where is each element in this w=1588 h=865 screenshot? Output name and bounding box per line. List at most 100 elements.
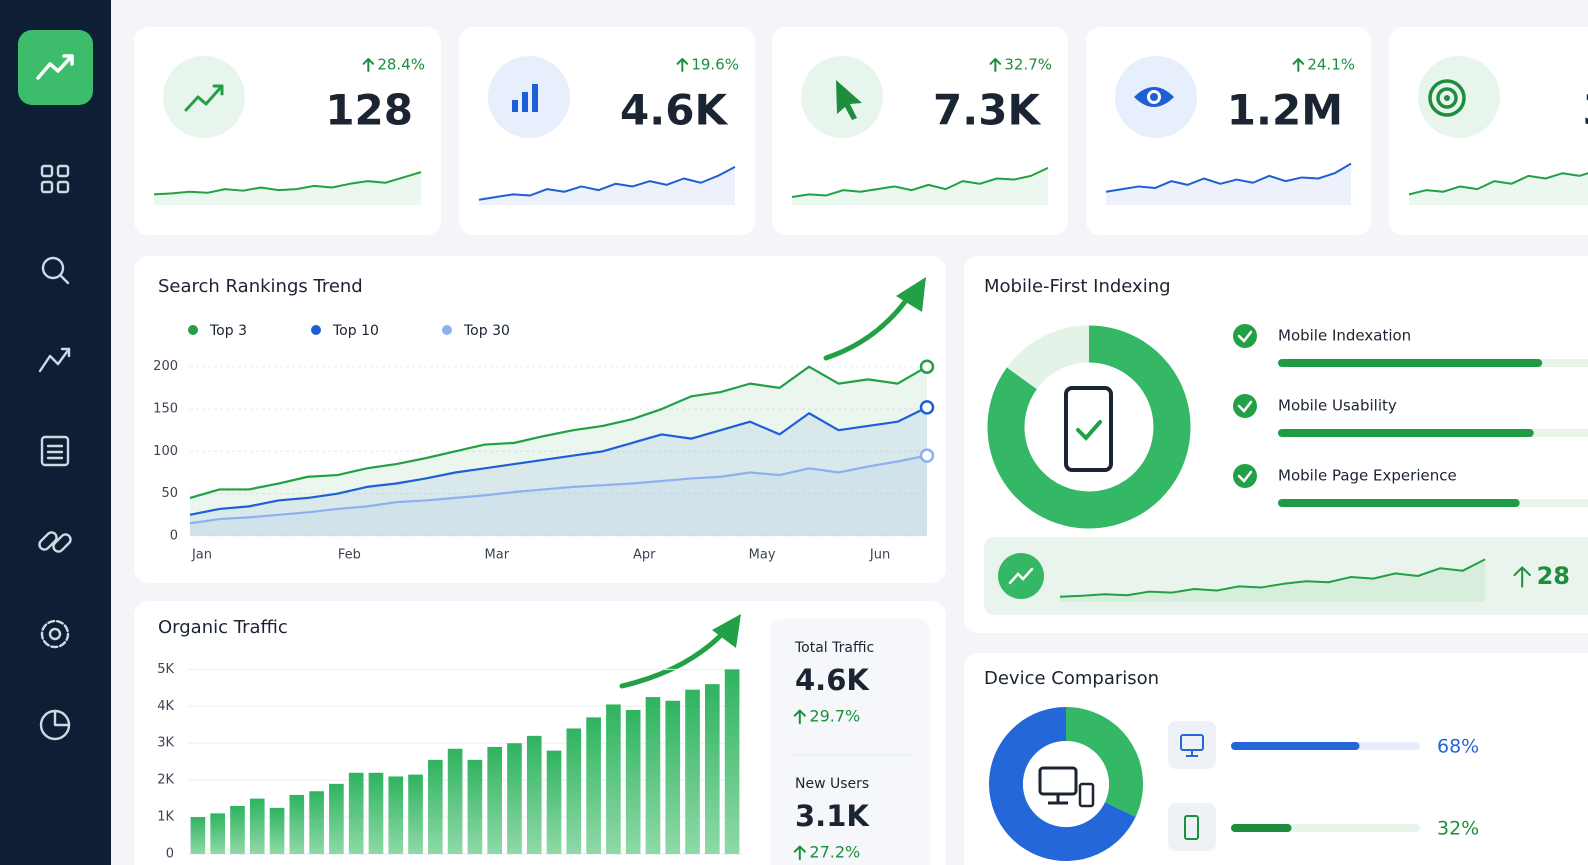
legend-dot xyxy=(442,325,452,335)
up-arrow xyxy=(362,58,375,72)
bar xyxy=(210,813,225,854)
kpi-value: 7.3K xyxy=(933,86,1041,135)
y-tick-label: 0 xyxy=(166,847,174,862)
nav-search[interactable] xyxy=(41,256,70,285)
donut-segment xyxy=(987,325,1191,529)
up-arrow xyxy=(1292,58,1305,72)
bar xyxy=(428,759,443,854)
bar xyxy=(467,759,483,854)
legend-dot xyxy=(188,325,198,335)
check-label: Mobile Usability xyxy=(1278,397,1397,415)
change-label: 24.1% xyxy=(1307,56,1355,74)
nav-settings[interactable] xyxy=(40,619,70,649)
bar xyxy=(625,710,641,854)
check-icon xyxy=(1237,330,1253,343)
growth-arrow xyxy=(619,625,731,689)
series-area xyxy=(190,455,927,536)
check-label: Mobile Indexation xyxy=(1278,327,1411,345)
check-icon xyxy=(1233,464,1257,488)
end-point xyxy=(919,448,935,463)
bar xyxy=(249,798,265,854)
end-point xyxy=(919,400,935,415)
y-tick-label: 150 xyxy=(153,402,178,417)
nav-links[interactable] xyxy=(37,530,72,553)
chart-title: Device Comparison xyxy=(984,668,1159,689)
bar xyxy=(348,772,364,854)
nav-analytics[interactable] xyxy=(39,709,71,741)
logo-icon xyxy=(62,54,74,66)
bar xyxy=(566,728,582,854)
bar xyxy=(685,689,700,854)
mobile-icon xyxy=(1184,815,1199,840)
y-tick-label: 100 xyxy=(153,444,178,459)
bar xyxy=(645,697,661,854)
bar xyxy=(724,669,740,854)
trend-icon xyxy=(1008,567,1034,585)
legend-label: Top 3 xyxy=(209,323,247,339)
logo-icon xyxy=(36,54,74,80)
y-tick-label: 0 xyxy=(170,529,178,544)
bar-fill xyxy=(1231,824,1292,832)
kpi-value: 128 xyxy=(325,86,413,135)
nav-trends[interactable] xyxy=(38,347,71,373)
series-line xyxy=(189,365,928,499)
check-label: Mobile Page Experience xyxy=(1278,467,1457,485)
donut-segment xyxy=(989,707,1136,861)
x-tick-label: Feb xyxy=(338,548,361,563)
kpi-value: 3.2 xyxy=(1583,86,1588,135)
series-area xyxy=(190,407,927,536)
chart-title: Organic Traffic xyxy=(158,617,288,638)
check-icon xyxy=(1233,394,1257,418)
bar xyxy=(546,750,562,854)
bar xyxy=(269,807,285,854)
nav-dashboard[interactable] xyxy=(40,164,70,194)
sparkline xyxy=(1408,172,1588,196)
end-point xyxy=(919,359,935,374)
x-tick-label: Mar xyxy=(485,548,510,563)
change-label: 28.4% xyxy=(377,56,425,74)
phone-small-icon xyxy=(1078,782,1095,808)
sparkline xyxy=(1105,162,1352,193)
desktop-icon xyxy=(1186,750,1198,757)
donut-segment xyxy=(1006,325,1090,390)
bar xyxy=(665,700,681,854)
kpi-icon-bg xyxy=(1418,56,1500,138)
change-label: 29.7% xyxy=(809,707,860,726)
sparkline-area xyxy=(1106,163,1351,205)
sparkline-area xyxy=(792,167,1048,205)
change-label: 27.2% xyxy=(809,843,860,862)
x-tick-label: Apr xyxy=(633,548,656,563)
bar xyxy=(447,748,463,854)
series-line xyxy=(189,454,928,525)
change-label: 19.6% xyxy=(691,56,739,74)
x-tick-label: May xyxy=(749,548,776,563)
check-icon xyxy=(1237,470,1253,483)
x-tick-label: Jun xyxy=(869,548,890,563)
growth-arrow xyxy=(712,614,741,648)
trend-strip xyxy=(984,537,1588,615)
up-arrow xyxy=(793,845,806,861)
bar xyxy=(230,806,245,854)
bar xyxy=(329,783,344,854)
kpi-value: 4.6K xyxy=(620,86,728,135)
sparkline xyxy=(1059,558,1486,598)
series-area xyxy=(190,366,927,536)
monitor-icon xyxy=(1048,794,1068,805)
check-icon xyxy=(1237,400,1253,413)
kpi-value: 1.2M xyxy=(1227,86,1343,135)
stat-value: 4.6K xyxy=(795,663,870,697)
y-tick-label: 1K xyxy=(157,810,174,825)
x-tick-label: Jan xyxy=(191,548,212,563)
bar xyxy=(309,791,324,854)
bar xyxy=(526,735,542,854)
bar xyxy=(190,817,206,854)
bar-fill xyxy=(1231,742,1360,750)
bar-fill xyxy=(1278,429,1534,437)
chart-title: Search Rankings Trend xyxy=(158,276,363,297)
rankings-card xyxy=(134,256,946,583)
bar xyxy=(388,776,404,854)
stat-value: 3.1K xyxy=(795,799,870,833)
y-tick-label: 2K xyxy=(157,773,174,788)
nav-reports[interactable] xyxy=(40,435,70,467)
